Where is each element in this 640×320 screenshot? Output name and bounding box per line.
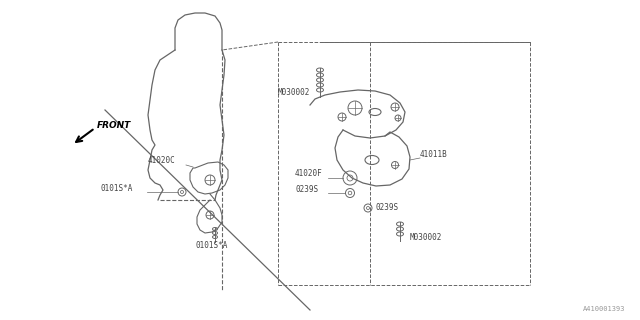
Text: 41011B: 41011B (420, 150, 448, 159)
Text: 41020C: 41020C (148, 156, 176, 165)
Text: 0101S*A: 0101S*A (100, 184, 132, 193)
Text: M030002: M030002 (278, 88, 310, 97)
Text: 0101S*A: 0101S*A (195, 241, 227, 250)
Text: M030002: M030002 (410, 233, 442, 242)
Text: A410001393: A410001393 (582, 306, 625, 312)
Text: 41020F: 41020F (295, 169, 323, 178)
Text: 0239S: 0239S (375, 203, 398, 212)
Text: FRONT: FRONT (97, 121, 131, 130)
Text: 0239S: 0239S (295, 185, 318, 194)
